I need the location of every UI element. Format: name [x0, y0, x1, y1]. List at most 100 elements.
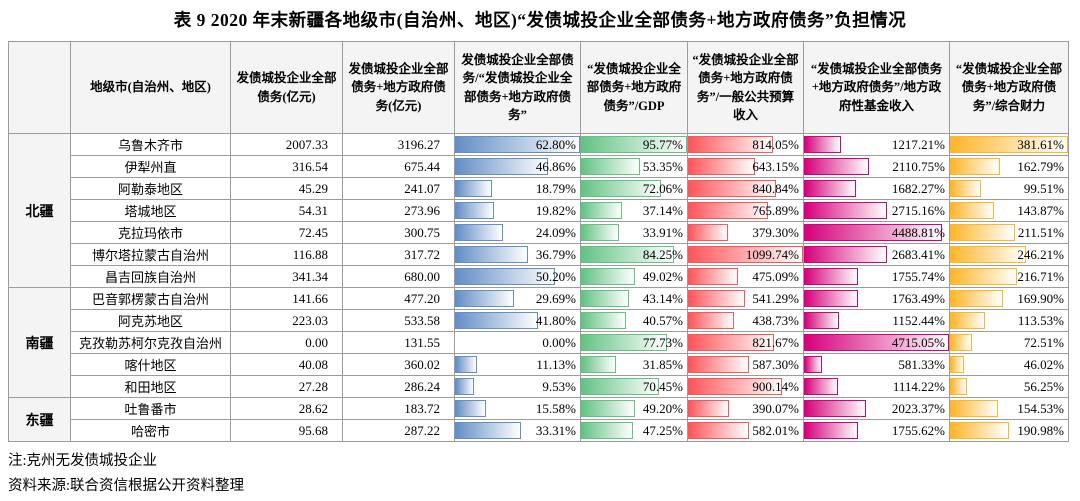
bar-value: 18.79%	[535, 181, 576, 196]
bar-value: 379.30%	[752, 225, 799, 240]
table-row: 喀什地区 40.08 360.02 11.13% 31.85% 587.30% 581.33…	[9, 353, 1069, 376]
data-bar	[455, 136, 580, 153]
bar-cell: 814.05%	[687, 133, 804, 156]
value-cell: 28.62	[230, 397, 343, 420]
bar-value: 41.80%	[535, 313, 576, 328]
table-header: 地级市(自治州、地区) 发债城投企业全部债务(亿元) 发债城投企业全部债务+地方…	[8, 41, 1069, 134]
bar-value: 9.53%	[542, 379, 576, 394]
bar-value: 70.45%	[642, 379, 683, 394]
bar-cell: 24.09%	[454, 221, 581, 244]
bar-cell: 4488.81%	[803, 221, 950, 244]
table-row: 北疆 乌鲁木齐市 2007.33 3196.27 62.80% 95.77% 814.05%…	[8, 133, 1069, 288]
bar-value: 216.71%	[1017, 269, 1064, 284]
bar-value: 840.84%	[752, 181, 799, 196]
data-bar	[455, 312, 539, 329]
data-bar	[950, 290, 1003, 307]
bar-cell: 4715.05%	[803, 331, 950, 354]
city-cell: 巴音郭楞蒙古自治州	[70, 287, 231, 310]
bar-cell: 1755.62%	[803, 419, 950, 442]
data-bar	[581, 422, 634, 439]
bar-cell: 18.79%	[454, 177, 581, 200]
table-body: 北疆 乌鲁木齐市 2007.33 3196.27 62.80% 95.77% 814.05%…	[8, 133, 1069, 442]
data-bar	[455, 290, 515, 307]
value-cell: 141.66	[230, 287, 343, 310]
value-cell: 477.20	[342, 287, 455, 310]
bar-cell: 43.14%	[580, 287, 688, 310]
data-bar	[455, 180, 493, 197]
bar-cell: 47.25%	[580, 419, 688, 442]
table-row: 南疆 巴音郭楞蒙古自治州 141.66 477.20 29.69% 43.14% 541.2…	[8, 287, 1069, 398]
data-bar	[581, 290, 629, 307]
bar-value: 2683.41%	[891, 247, 945, 262]
value-cell: 317.72	[342, 243, 455, 266]
bar-value: 84.25%	[642, 247, 683, 262]
city-cell: 吐鲁番市	[70, 397, 231, 420]
city-cell: 伊犁州直	[70, 155, 231, 178]
bar-cell: 95.77%	[580, 133, 688, 156]
value-cell: 287.22	[342, 419, 455, 442]
bar-cell: 46.86%	[454, 155, 581, 178]
bar-value: 143.87%	[1017, 203, 1064, 218]
data-bar	[581, 334, 668, 351]
region-cell: 北疆	[8, 133, 71, 288]
table-row: 克孜勒苏柯尔克孜自治州 0.00 131.55 0.00% 77.73% 821.67% 4…	[9, 331, 1069, 354]
region-cell: 东疆	[8, 397, 71, 442]
bar-value: 169.90%	[1017, 291, 1064, 306]
value-cell: 341.34	[230, 265, 343, 288]
bar-cell: 587.30%	[687, 353, 804, 376]
bar-cell: 9.53%	[454, 375, 581, 398]
bar-value: 438.73%	[752, 313, 799, 328]
bar-cell: 379.30%	[687, 221, 804, 244]
value-cell: 241.07	[342, 177, 455, 200]
data-bar	[688, 312, 734, 329]
data-bar	[950, 422, 1010, 439]
data-bar	[688, 268, 738, 285]
data-bar	[455, 400, 486, 417]
data-bar	[950, 312, 986, 329]
data-bar	[581, 158, 641, 175]
region-cell: 南疆	[8, 287, 71, 398]
data-bar	[688, 158, 756, 175]
data-bar	[950, 400, 998, 417]
data-bar	[804, 180, 856, 197]
data-bar	[455, 268, 555, 285]
bar-cell: 113.53%	[949, 309, 1069, 332]
bar-value: 24.09%	[535, 225, 576, 240]
bar-value: 113.53%	[1017, 313, 1064, 328]
city-cell: 克拉玛依市	[70, 221, 231, 244]
bar-cell: 40.57%	[580, 309, 688, 332]
data-bar	[455, 422, 522, 439]
bar-cell: 19.82%	[454, 199, 581, 222]
data-bar	[804, 268, 858, 285]
bar-value: 53.35%	[642, 159, 683, 174]
data-bar	[581, 224, 619, 241]
bar-cell: 56.25%	[949, 375, 1069, 398]
bar-cell: 2023.37%	[803, 397, 950, 420]
bar-value: 50.20%	[535, 269, 576, 284]
bar-cell: 49.20%	[580, 397, 688, 420]
bar-cell: 246.21%	[949, 243, 1069, 266]
bar-value: 56.25%	[1023, 379, 1064, 394]
bar-value: 2023.37%	[891, 401, 945, 416]
data-bar	[804, 202, 888, 219]
data-bar	[950, 246, 1027, 263]
value-cell: 27.28	[230, 375, 343, 398]
header-pct-gdp: “发债城投企业全部债务+地方政府债务”/GDP	[580, 41, 688, 134]
data-bar	[455, 224, 503, 241]
table-row: 博尔塔拉蒙古自治州 116.88 317.72 36.79% 84.25% 1099.74…	[9, 243, 1069, 266]
table-row: 伊犁州直 316.54 675.44 46.86% 53.35% 643.15% 2110.…	[9, 155, 1069, 178]
data-bar	[950, 158, 1001, 175]
data-bar	[950, 356, 965, 373]
bar-value: 95.77%	[642, 137, 683, 152]
value-cell: 0.00	[230, 331, 343, 354]
table-row: 克拉玛依市 72.45 300.75 24.09% 33.91% 379.30% 4488.…	[9, 221, 1069, 244]
bar-value: 77.73%	[642, 335, 683, 350]
data-bar	[581, 180, 661, 197]
bar-value: 1763.49%	[891, 291, 945, 306]
bar-value: 72.51%	[1023, 335, 1064, 350]
value-cell: 116.88	[230, 243, 343, 266]
data-bar	[950, 180, 981, 197]
bar-cell: 70.45%	[580, 375, 688, 398]
bar-value: 1152.44%	[892, 313, 945, 328]
bar-cell: 46.02%	[949, 353, 1069, 376]
